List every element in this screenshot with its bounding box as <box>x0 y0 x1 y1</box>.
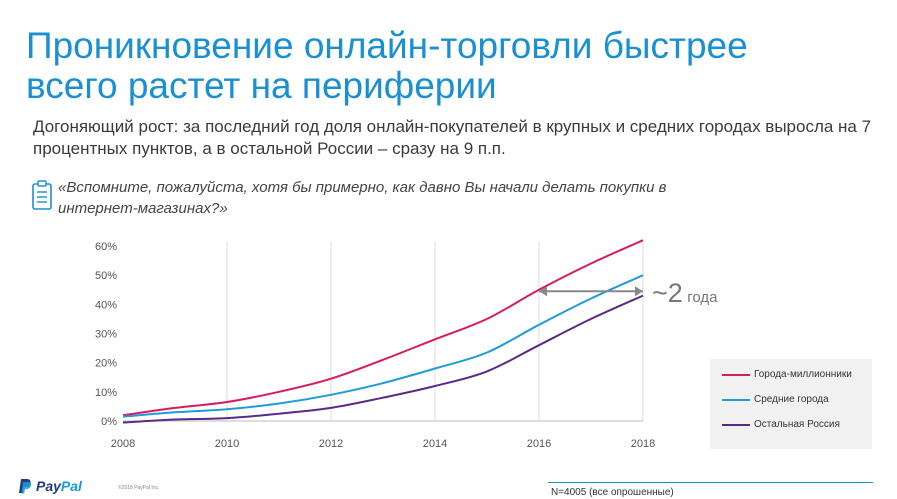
paypal-p-icon <box>19 479 32 494</box>
annotation-arrowhead-right <box>635 286 643 297</box>
copyright: ©2018 PayPal Inc. <box>118 485 160 491</box>
two-years-annotation: ~2 года <box>652 278 718 309</box>
legend-label: Средние города <box>754 394 829 405</box>
chart-legend: Города-миллионники Средние города Осталь… <box>710 359 872 449</box>
legend-swatch <box>722 398 750 401</box>
legend-swatch <box>722 373 750 376</box>
y-tick-label: 30% <box>95 329 117 341</box>
subtitle: Догоняющий рост: за последний год доля о… <box>33 117 872 158</box>
legend-label: Города-миллионники <box>754 369 852 380</box>
x-tick-label: 2016 <box>527 438 551 450</box>
y-tick-label: 40% <box>95 299 117 311</box>
annotation-arrowhead-left <box>539 286 547 297</box>
y-tick-label: 10% <box>95 387 117 399</box>
paypal-logo: PayPal <box>18 478 82 494</box>
annotation-value: ~2 <box>652 278 683 308</box>
series-line-3 <box>122 294 644 424</box>
x-tick-label: 2012 <box>319 438 343 450</box>
logo-pal: Pal <box>60 478 82 494</box>
logo-pay: Pay <box>36 478 61 494</box>
x-tick-label: 2008 <box>111 438 135 450</box>
y-tick-label: 60% <box>95 241 117 253</box>
clipboard-icon <box>32 180 52 210</box>
sample-note: N=4005 (все опрошенные) <box>551 487 674 498</box>
footer-divider <box>548 482 873 483</box>
legend-item-medium-cities: Средние города <box>722 394 829 405</box>
x-tick-label: 2018 <box>631 438 655 450</box>
legend-swatch <box>722 423 750 426</box>
x-tick-label: 2014 <box>423 438 447 450</box>
survey-question: «Вспомните, пожалуйста, хотя бы примерно… <box>58 179 667 217</box>
y-tick-label: 0% <box>101 416 117 428</box>
title-line-2: всего растет на периферии <box>26 65 497 106</box>
x-tick-label: 2010 <box>215 438 239 450</box>
legend-item-millionaire-cities: Города-миллионники <box>722 369 852 380</box>
y-tick-label: 50% <box>95 270 117 282</box>
series-line-2 <box>122 274 644 418</box>
legend-item-rest-of-russia: Остальная Россия <box>722 419 840 430</box>
series-line-1 <box>122 239 644 417</box>
y-tick-label: 20% <box>95 358 117 370</box>
logo-text: PayPal <box>36 478 82 494</box>
title-line-1: Проникновение онлайн-торговли быстрее <box>26 25 748 66</box>
page-title: Проникновение онлайн-торговли быстрее вс… <box>26 26 886 106</box>
annotation-unit: года <box>687 289 718 306</box>
legend-label: Остальная Россия <box>754 419 840 430</box>
